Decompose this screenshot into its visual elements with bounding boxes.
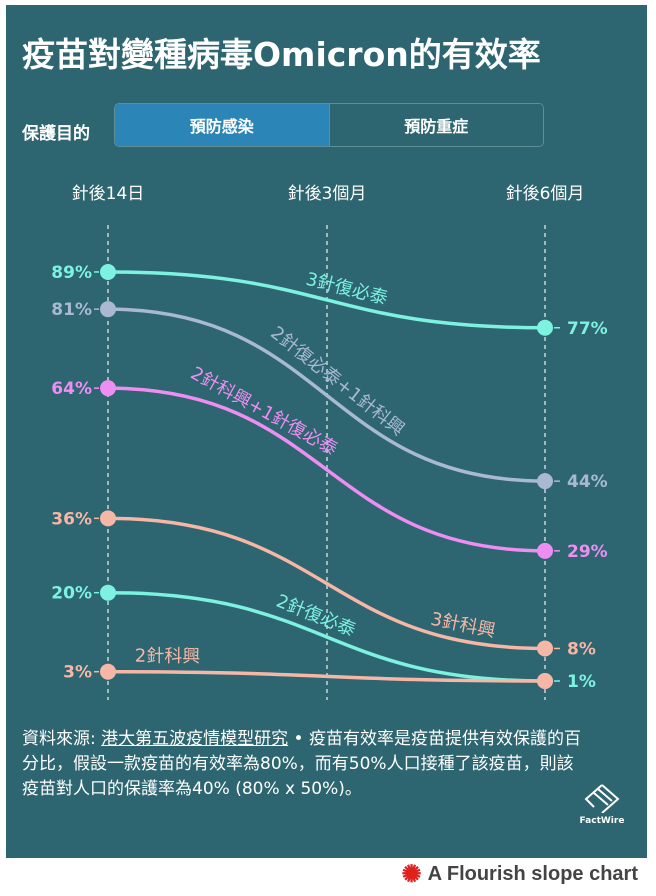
end-label: 1%	[567, 672, 596, 692]
column-label: 針後3個月	[288, 184, 367, 204]
column-label: 針後6個月	[506, 184, 585, 204]
logo-text: FactWire	[579, 816, 625, 826]
factwire-logo-icon	[584, 784, 620, 814]
tab-prevent-severe[interactable]: 預防重症	[328, 104, 543, 146]
control-label: 保護目的	[22, 124, 90, 144]
chart-title: 疫苗對變種病毒Omicron的有效率	[22, 35, 541, 74]
start-label: 81%	[51, 300, 92, 320]
start-point	[100, 380, 116, 397]
start-point	[100, 263, 116, 280]
start-point	[100, 510, 116, 527]
source-link[interactable]: 港大第五波疫情模型研究	[101, 729, 289, 749]
start-label: 64%	[51, 379, 92, 399]
factwire-logo: FactWire	[578, 783, 626, 826]
footer-note: 資料來源: 港大第五波疫情模型研究 • 疫苗有效率是疫苗提供有效保護的百分比，假…	[22, 727, 582, 802]
start-label: 36%	[51, 509, 92, 529]
series-line	[107, 516, 546, 651]
start-label: 20%	[51, 584, 92, 604]
series-label: 2針科興	[135, 646, 201, 668]
source-prefix: 資料來源:	[22, 729, 102, 749]
column-label: 針後14日	[72, 184, 145, 204]
start-point	[100, 301, 116, 318]
end-point	[537, 319, 553, 336]
end-label: 8%	[567, 639, 596, 659]
slope-chart: 針後14日 針後3個月 針後6個月 89%77%3針復必泰81%44%2針復必泰…	[51, 184, 608, 700]
tab-prevent-infection[interactable]: 預防感染	[115, 104, 329, 146]
series-line	[107, 590, 546, 683]
flourish-credit[interactable]: ✺ A Flourish slope chart	[401, 860, 638, 889]
footer-text: • 疫苗有效率是疫苗提供有效保護的百分比，假設一款疫苗的有效率為80%，而有50…	[22, 729, 581, 799]
start-label: 89%	[51, 263, 92, 283]
credit-text: A Flourish slope chart	[427, 863, 638, 885]
series-line	[107, 307, 546, 483]
start-point	[100, 584, 116, 601]
flourish-burst-icon: ✺	[401, 861, 422, 888]
series-line	[107, 669, 546, 683]
end-point	[537, 640, 553, 657]
end-label: 44%	[567, 472, 608, 492]
end-point	[537, 673, 553, 689]
end-point	[537, 542, 553, 559]
series-line	[107, 386, 546, 553]
end-label: 77%	[567, 319, 608, 339]
segmented-control: 預防感染 預防重症	[114, 103, 544, 147]
start-point	[100, 663, 116, 680]
end-point	[537, 473, 553, 490]
start-label: 3%	[63, 663, 92, 683]
series-line	[107, 270, 546, 330]
end-label: 29%	[567, 542, 608, 562]
chart-card	[6, 5, 647, 858]
